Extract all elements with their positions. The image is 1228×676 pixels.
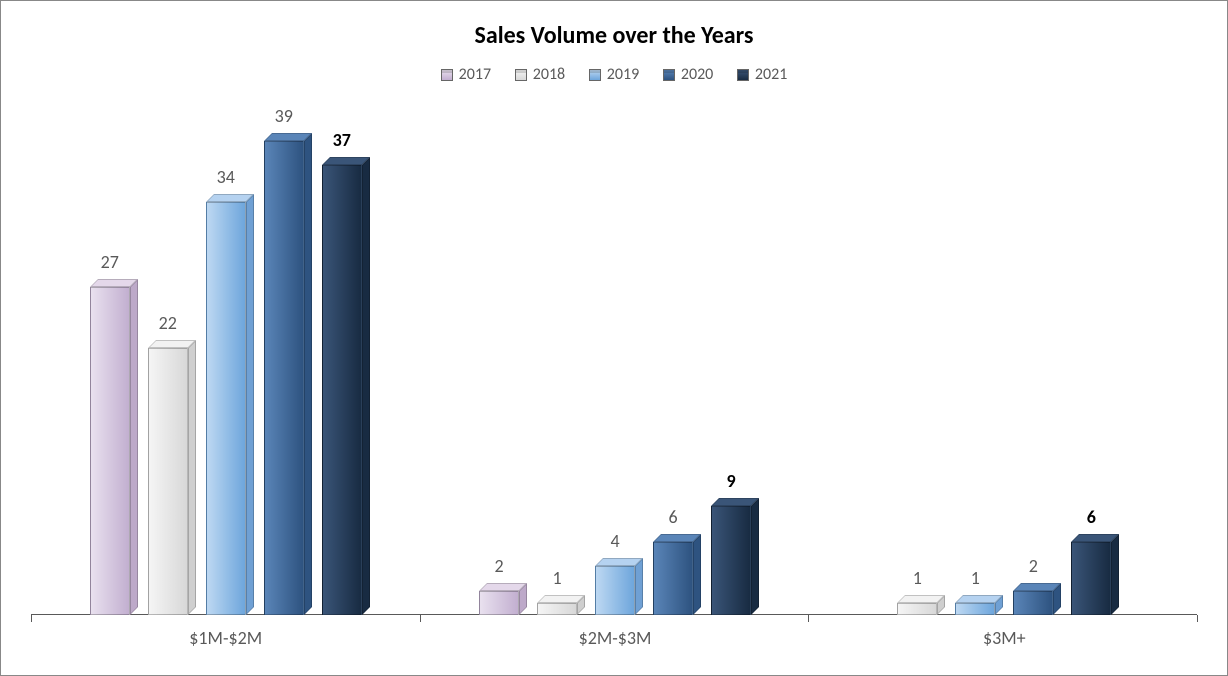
chart-title: Sales Volume over the Years: [1, 21, 1227, 50]
axis-tick: [1197, 615, 1198, 622]
bar-front: [897, 603, 937, 615]
plot-area: $1M-$2M2722343937$2M-$3M21469$3M+1126: [31, 121, 1197, 615]
value-label: 6: [668, 506, 677, 528]
bar-front: [322, 165, 362, 615]
value-label: 9: [726, 470, 735, 492]
legend-item-2020: 2020: [663, 65, 713, 84]
legend-label-2019: 2019: [607, 65, 639, 84]
bar: 27: [90, 287, 130, 615]
bar-side: [751, 498, 759, 615]
bar: 6: [1071, 542, 1111, 615]
bar: 34: [206, 202, 246, 615]
chart-frame: Sales Volume over the Years 2017 2018 20…: [0, 0, 1228, 676]
bar: 4: [595, 566, 635, 615]
axis-tick: [808, 615, 809, 622]
legend-item-2021: 2021: [737, 65, 787, 84]
bar-front: [711, 506, 751, 615]
legend-item-2017: 2017: [441, 65, 491, 84]
bar-side: [130, 279, 138, 615]
category-label: $3M+: [983, 627, 1026, 649]
bar: 2: [1013, 591, 1053, 615]
bar-front: [206, 202, 246, 615]
bar: 39: [264, 141, 304, 615]
value-label: 2: [1029, 555, 1038, 577]
value-label: 1: [552, 567, 561, 589]
bar: 1: [537, 603, 577, 615]
legend-item-2018: 2018: [515, 65, 565, 84]
value-label: 6: [1087, 506, 1096, 528]
bar-side: [635, 558, 643, 615]
swatch-2020: [663, 69, 675, 81]
bar: 1: [897, 603, 937, 615]
swatch-2018: [515, 69, 527, 81]
bar: 1: [955, 603, 995, 615]
bar-front: [148, 348, 188, 615]
bar-front: [595, 566, 635, 615]
axis-tick: [31, 615, 32, 622]
value-label: 39: [275, 105, 293, 127]
swatch-2019: [589, 69, 601, 81]
bar-front: [1071, 542, 1111, 615]
bar-side: [693, 534, 701, 615]
value-label: 1: [971, 567, 980, 589]
category-label: $2M-$3M: [579, 627, 652, 649]
bar: 6: [653, 542, 693, 615]
bar-front: [537, 603, 577, 615]
value-label: 27: [101, 251, 119, 273]
legend-item-2019: 2019: [589, 65, 639, 84]
value-label: 37: [333, 129, 351, 151]
bar-side: [246, 194, 254, 615]
bar-side: [362, 157, 370, 615]
bar-front: [90, 287, 130, 615]
legend-label-2018: 2018: [533, 65, 565, 84]
value-label: 4: [610, 530, 619, 552]
bar: 2: [479, 591, 519, 615]
axis-tick: [420, 615, 421, 622]
legend-label-2020: 2020: [681, 65, 713, 84]
bar-side: [304, 133, 312, 615]
bar-front: [479, 591, 519, 615]
bar-side: [1111, 534, 1119, 615]
bar: 9: [711, 506, 751, 615]
value-label: 2: [494, 555, 503, 577]
swatch-2021: [737, 69, 749, 81]
bar-side: [1053, 583, 1061, 615]
bar-front: [264, 141, 304, 615]
category-label: $1M-$2M: [189, 627, 262, 649]
value-label: 1: [913, 567, 922, 589]
bar-front: [653, 542, 693, 615]
bar-front: [1013, 591, 1053, 615]
value-label: 34: [217, 166, 235, 188]
bar-side: [188, 340, 196, 615]
bar: 22: [148, 348, 188, 615]
value-label: 22: [159, 312, 177, 334]
bar-front: [955, 603, 995, 615]
legend-label-2017: 2017: [459, 65, 491, 84]
legend: 2017 2018 2019 2020 2021: [1, 65, 1227, 86]
swatch-2017: [441, 69, 453, 81]
legend-label-2021: 2021: [755, 65, 787, 84]
bar: 37: [322, 165, 362, 615]
